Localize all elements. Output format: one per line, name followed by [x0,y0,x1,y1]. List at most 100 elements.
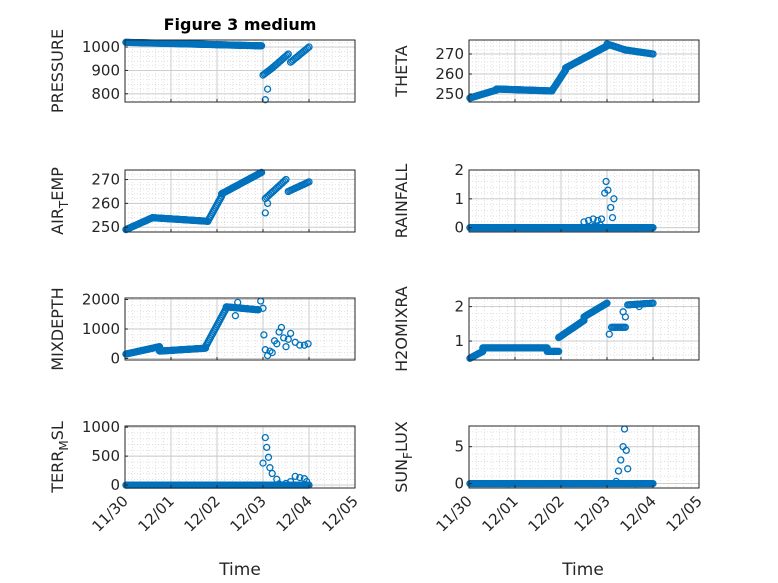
y-axis-label-panel-8: SUNFLUX [392,421,415,493]
panel-7-ytick-label-1: 500 [91,447,120,465]
panel-2-ytick-label-0: 250 [435,85,464,103]
panel-3-ytick-label-0: 250 [91,218,120,236]
panel-6-ytick-label-0: 1 [454,332,464,350]
panel-2-point-187 [649,50,657,58]
panel-8-ytick-label-1: 5 [454,438,464,456]
panel-3-point-185 [263,199,272,208]
panel-4-point-201 [584,216,593,225]
panel-3-ytick-label-1: 260 [91,194,120,212]
panel-1-ytick-label-0: 800 [91,85,120,103]
panel-5-point-154 [261,346,269,354]
panel-5-series [122,297,312,360]
panel-2-ytick-label-2: 270 [435,45,464,63]
panel-1-ytick-label-2: 1000 [82,38,120,56]
panel-4-point-200 [580,218,588,226]
panel-7-xtick-label-5: 12/05 [319,492,362,535]
panel-5-point-148 [254,306,263,314]
panel-2: 250 260 270 THETA [392,39,700,103]
panel-3-point-151 [257,168,266,177]
panel-1-point-169 [284,50,292,58]
panel-7-axes-box [124,425,356,489]
panel-1-point-183 [305,43,313,51]
panel-7-xtick-label-0: 11/30 [89,492,132,535]
panel-5-point-153 [260,331,268,339]
panel-8-series [466,425,657,488]
panel-7-point-200 [259,459,267,467]
panel-7-point-207 [275,480,283,488]
panel-4-point-202 [589,215,597,223]
panel-6-point-185 [605,330,613,338]
panel-5-point-169 [304,340,312,348]
panel-3-point-184 [261,209,269,217]
panel-6-point-188 [635,302,643,311]
y-axis-label-panel-2: THETA [392,45,411,97]
panel-7-ytick-label-2: 1000 [82,418,120,436]
panel-1-point-168 [283,51,291,59]
panel-5-point-149 [231,312,240,320]
panel-5-point-163 [282,343,290,351]
y-axis-label-panel-6: H2OMIXRA [392,286,411,372]
panel-8: 0 5 SUNFLUX 11/30 12/01 12/02 12/03 12/04 12/05 [392,421,706,535]
panel-7-ytick-label-0: 0 [110,476,120,494]
panel-2-axes-box [468,39,700,103]
y-axis-label-panel-3: AIRTEMP [48,167,71,235]
panel-6-series [466,299,657,362]
panel-1-axes-box [124,39,356,103]
panel-7-xtick-label-1: 12/01 [135,492,178,535]
panel-8-point-201 [614,467,623,475]
panel-4-series [466,177,657,232]
panel-3: 250 260 270 AIRTEMP [48,167,356,236]
panel-4-point-209 [608,213,617,222]
panel-6-point-154 [603,299,611,307]
panel-7-point-211 [296,473,304,482]
panel-1-series [122,38,313,104]
panel-1-grid [124,40,356,102]
panel-3-point-166 [280,177,289,185]
panel-1-point-185 [263,85,272,93]
panel-1-point-148 [257,42,266,50]
panel-1-point-182 [303,44,312,52]
panel-7-point-203 [264,453,273,461]
panel-2-series [466,40,657,102]
panel-6-point-165 [621,323,630,331]
panel-8-point-205 [622,446,630,455]
panel-5-point-157 [268,348,276,357]
panel-2-ytick-label-1: 260 [435,65,464,83]
panel-1: 800 900 1000 PRESSURE [48,29,356,113]
panel-7-point-205 [268,469,276,478]
panel-3-point-167 [282,175,290,184]
panel-8-axes-box [468,425,700,489]
panel-7-point-210 [291,472,299,481]
panel-4-point-212 [596,221,604,229]
panel-4-ytick-label-1: 1 [454,190,464,208]
panel-7-point-213 [303,477,311,486]
y-axis-label-panel-7: TERRMSL [48,421,71,494]
panel-6-point-184 [649,299,657,307]
panel-5-ytick-label-2: 2000 [82,290,120,308]
panel-5-point-165 [286,329,295,338]
panel-1-ytick-label-1: 900 [91,61,120,79]
panel-5-point-159 [273,340,281,348]
panel-6-point-99 [555,347,563,356]
panel-7-point-208 [282,479,290,488]
panel-5-point-161 [277,323,286,332]
panel-5-point-168 [300,341,309,349]
panel-5-point-162 [280,334,288,342]
figure-title: Figure 3 medium [164,15,317,34]
panel-8-ytick-label-0: 0 [454,475,464,493]
panel-4-point-210 [610,195,618,203]
panel-5: 0 1000 2000 MIXDEPTH [48,287,356,371]
panel-3-point-183 [305,178,313,186]
panel-4-point-207 [604,186,612,194]
panel-5-point-164 [284,335,292,343]
panel-7: 0 500 1000 TERRMSL 11/30 12/01 12/02 12/03 12/04… [48,418,362,535]
panel-7-xtick-label-2: 12/02 [181,492,224,535]
panel-4: 0 1 2 RAINFALL [392,161,700,238]
panel-8-xtick-label-5: 12/05 [663,492,706,535]
panel-7-point-209 [286,477,295,486]
panel-3-ytick-label-2: 270 [91,171,120,189]
panel-8-point-206 [624,465,632,473]
panel-7-xtick-label-4: 12/04 [273,492,316,535]
y-axis-label-panel-5: MIXDEPTH [48,287,67,370]
panel-8-xtick-label-1: 12/01 [479,492,522,535]
